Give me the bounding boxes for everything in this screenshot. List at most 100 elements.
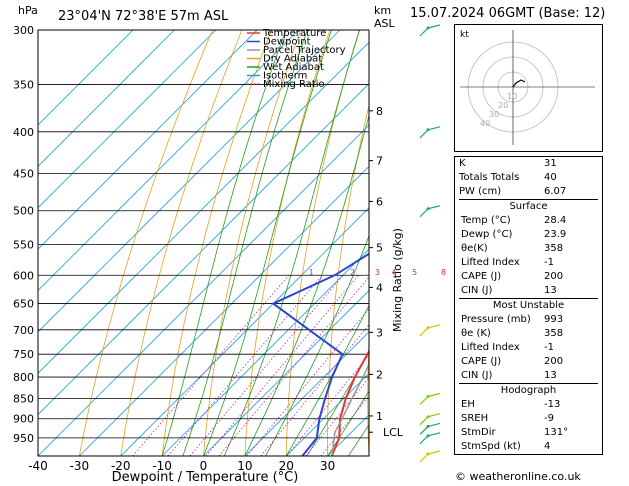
wind-barb-shaft [419, 416, 429, 426]
indices-panel: K 31 Totals Totals 40 PW (cm) 6.07 Surface … [454, 156, 603, 455]
km-tick-label: 5 [376, 242, 383, 255]
isotherm-line [38, 30, 134, 126]
mixing-ratio-line [189, 275, 344, 456]
wind-barb-station [426, 415, 430, 419]
wet-adiabat [306, 352, 369, 456]
hodograph-row: StmDir 131° [461, 427, 569, 438]
wind-barb-flag [427, 205, 441, 210]
isotherm-line [38, 30, 258, 250]
wind-barb-shaft [419, 396, 429, 405]
dry-adiabat [120, 30, 243, 456]
wet-adiabat [182, 30, 308, 456]
isotherm-line [38, 30, 299, 292]
hodograph-trace [512, 79, 526, 88]
temperature-tick-label: -40 [28, 459, 48, 473]
mixing-ratio-label: 5 [412, 268, 417, 277]
wind-barb-station [426, 26, 430, 30]
datetime-label: 15.07.2024 06GMT (Base: 12) [410, 6, 606, 21]
most-unstable-row: Lifted Index -1 [461, 342, 554, 353]
wind-barb-station [426, 452, 430, 456]
index-row-k: K 31 [459, 158, 557, 169]
hodograph-ring-label: 40 [480, 119, 490, 128]
hodograph-section: Hodograph EH -13 SREH -9 StmDir 131° StmSpd… [459, 383, 598, 454]
hodograph-row: SREH -9 [461, 413, 554, 424]
hodograph-row: StmSpd (kt) 4 [461, 441, 551, 452]
mixing-ratio-label: 8 [441, 268, 446, 277]
legend-label: Wet Adiabat [263, 62, 324, 73]
km-tick-label: 3 [376, 326, 383, 339]
legend-label: Parcel Trajectory [263, 45, 346, 56]
isotherm-line [38, 30, 175, 167]
pressure-tick-label: 850 [13, 392, 34, 405]
dry-adiabat [79, 30, 213, 456]
hodograph-ring-label: 20 [498, 101, 508, 110]
index-row-pw: PW (cm) 6.07 [459, 186, 567, 197]
pressure-tick-label: 300 [13, 24, 34, 37]
temperature-tick-label: 10 [237, 459, 252, 473]
wind-barb-flag [427, 126, 441, 131]
temperature-tick-label: 0 [200, 459, 208, 473]
height-unit-asl: ASL [374, 17, 396, 30]
temperature-tick-label: -30 [70, 459, 90, 473]
index-row-totals: Totals Totals 40 [459, 172, 557, 183]
hodograph-panel: kt 10 20 30 40 [454, 24, 603, 152]
most-unstable-row: θe (K) 358 [461, 328, 564, 339]
copyright-footer: © weatheronline.co.uk [455, 470, 581, 483]
lcl-label: LCL [383, 426, 404, 439]
hodograph-unit: kt [460, 30, 469, 40]
surface-row: Lifted Index -1 [461, 257, 554, 268]
hodograph-row: EH -13 [461, 399, 561, 410]
surface-title: Surface [509, 201, 548, 212]
wind-barb-station [426, 394, 430, 398]
pressure-tick-label: 350 [13, 79, 34, 92]
wind-barb-shaft [419, 27, 429, 37]
series-parcel-trajectory [331, 362, 369, 456]
mixing-ratio-label: 1 [309, 268, 314, 277]
mixing-ratio-label: 4 [391, 268, 396, 277]
mixing-ratio-axis-label: Mixing Ratio (g/kg) [391, 228, 404, 332]
wind-barb-station [426, 207, 430, 211]
wet-adiabat [285, 304, 369, 456]
pressure-tick-label: 650 [13, 298, 34, 311]
location-label: 23°04'N 72°38'E 57m ASL [58, 9, 229, 24]
isotherm-line [285, 372, 369, 456]
isotherm-line [120, 207, 369, 456]
dry-adiabat [367, 334, 369, 456]
series-temperature [330, 349, 369, 456]
wind-barb-flag [427, 422, 441, 427]
pressure-tick-label: 950 [13, 432, 34, 445]
wind-barb-flag [427, 24, 441, 29]
isotherm-line [38, 30, 217, 209]
isotherm-line [244, 331, 369, 456]
legend-label: Temperature [262, 28, 326, 39]
legend-label: Dewpoint [263, 37, 311, 48]
most-unstable-row: CIN (J) 13 [461, 370, 557, 381]
temperature-tick-label: 20 [279, 459, 294, 473]
isotherm-line [38, 41, 369, 374]
wind-barb-flag [427, 450, 441, 455]
isotherm-line [38, 124, 369, 456]
surface-row: Temp (°C) 28.4 [461, 215, 567, 226]
mixing-ratio-label: 2 [350, 268, 355, 277]
pressure-tick-label: 800 [13, 371, 34, 384]
wind-barb-station [426, 326, 430, 330]
profile-lines [271, 252, 369, 456]
hodograph-ring-label: 10 [507, 92, 517, 101]
wind-barb-station [426, 424, 430, 428]
km-tick-label: 6 [376, 195, 383, 208]
wind-barb-shaft [419, 129, 429, 139]
pressure-tick-label: 600 [13, 269, 34, 282]
isotherm-line [203, 289, 369, 456]
wind-barb-shaft [419, 327, 429, 337]
pressure-tick-label: 450 [13, 167, 34, 180]
wind-barb-shaft [419, 208, 429, 218]
isotherm-line [38, 83, 369, 416]
mixing-ratio-line [167, 275, 323, 456]
isotherm-line [38, 30, 341, 333]
surface-section: Surface Temp (°C) 28.4 Dewp (°C) 23.9 θe(K… [459, 199, 598, 298]
dry-adiabat [618, 30, 629, 456]
legend-label: Dry Adiabat [263, 54, 322, 65]
